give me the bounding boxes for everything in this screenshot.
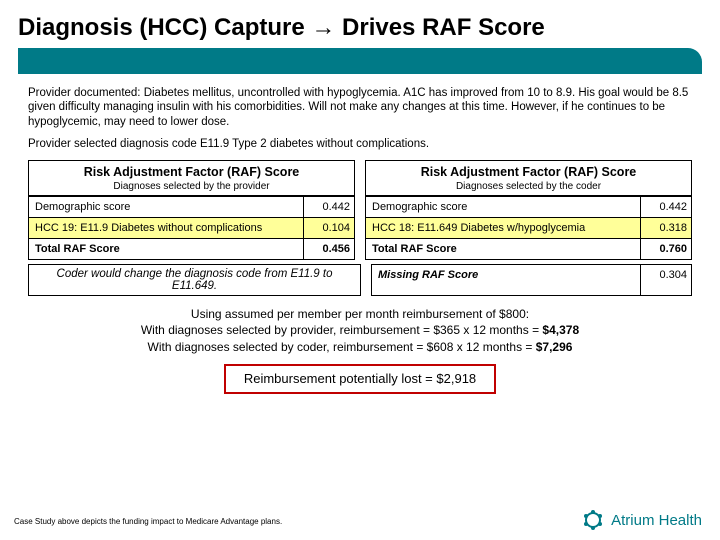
cell-label: Total RAF Score xyxy=(366,239,641,259)
table-row: HCC 18: E11.649 Diabetes w/hypoglycemia0… xyxy=(366,217,691,238)
table-row: Total RAF Score0.456 xyxy=(29,238,354,259)
cell-value: 0.104 xyxy=(304,218,354,238)
summary-line1: Using assumed per member per month reimb… xyxy=(28,306,692,323)
table-row: Total RAF Score0.760 xyxy=(366,238,691,259)
cell-value: 0.318 xyxy=(641,218,691,238)
table-right-sub: Diagnoses selected by the coder xyxy=(366,181,691,196)
footnote: Case Study above depicts the funding imp… xyxy=(14,517,282,526)
summary-line3: With diagnoses selected by coder, reimbu… xyxy=(28,339,692,356)
table-row: Demographic score0.442 xyxy=(366,196,691,217)
provider-selected: Provider selected diagnosis code E11.9 T… xyxy=(28,137,692,151)
lost-box: Reimbursement potentially lost = $2,918 xyxy=(224,364,496,394)
tables-row: Risk Adjustment Factor (RAF) Score Diagn… xyxy=(28,160,692,260)
footer-row: Coder would change the diagnosis code fr… xyxy=(28,264,692,296)
cell-value: 0.760 xyxy=(641,239,691,259)
logo-area: Atrium Health xyxy=(581,508,702,532)
coder-note: Coder would change the diagnosis code fr… xyxy=(28,264,361,296)
cell-label: HCC 19: E11.9 Diabetes without complicat… xyxy=(29,218,304,238)
table-right: Risk Adjustment Factor (RAF) Score Diagn… xyxy=(365,160,692,260)
title-bar xyxy=(18,48,702,74)
summary-line2: With diagnoses selected by provider, rei… xyxy=(28,322,692,339)
cell-label: HCC 18: E11.649 Diabetes w/hypoglycemia xyxy=(366,218,641,238)
table-row: Demographic score0.442 xyxy=(29,196,354,217)
missing-raf: Missing RAF Score 0.304 xyxy=(371,264,692,296)
cell-value: 0.442 xyxy=(641,197,691,217)
cell-value: 0.456 xyxy=(304,239,354,259)
logo-text: Atrium Health xyxy=(611,512,702,529)
table-left-sub: Diagnoses selected by the provider xyxy=(29,181,354,196)
page-title: Diagnosis (HCC) Capture → Drives RAF Sco… xyxy=(18,14,702,42)
cell-label: Demographic score xyxy=(29,197,304,217)
table-right-header: Risk Adjustment Factor (RAF) Score xyxy=(366,161,691,181)
atrium-logo-icon xyxy=(581,508,605,532)
cell-label: Demographic score xyxy=(366,197,641,217)
table-left-header: Risk Adjustment Factor (RAF) Score xyxy=(29,161,354,181)
cell-value: 0.442 xyxy=(304,197,354,217)
title-area: Diagnosis (HCC) Capture → Drives RAF Sco… xyxy=(0,0,720,78)
table-left: Risk Adjustment Factor (RAF) Score Diagn… xyxy=(28,160,355,260)
missing-value: 0.304 xyxy=(641,265,691,295)
missing-label: Missing RAF Score xyxy=(372,265,641,295)
cell-label: Total RAF Score xyxy=(29,239,304,259)
table-row: HCC 19: E11.9 Diabetes without complicat… xyxy=(29,217,354,238)
summary: Using assumed per member per month reimb… xyxy=(28,306,692,395)
provider-documented: Provider documented: Diabetes mellitus, … xyxy=(28,86,692,129)
content: Provider documented: Diabetes mellitus, … xyxy=(0,78,720,394)
